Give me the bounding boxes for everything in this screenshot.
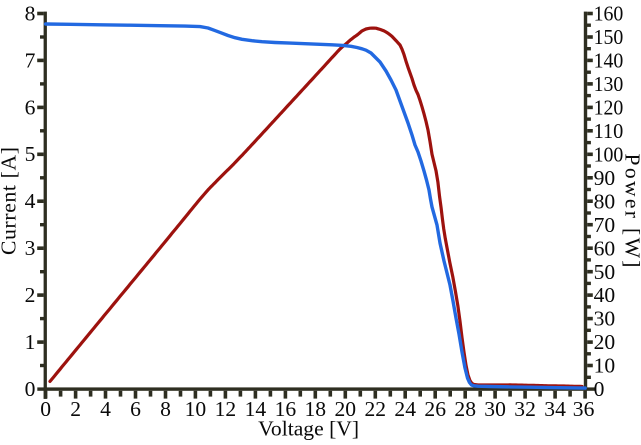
svg-text:8: 8 bbox=[160, 397, 171, 421]
svg-text:60: 60 bbox=[594, 236, 616, 260]
svg-text:150: 150 bbox=[594, 25, 624, 49]
svg-text:1: 1 bbox=[25, 330, 36, 354]
svg-text:Power [W]: Power [W] bbox=[621, 154, 641, 268]
svg-text:18: 18 bbox=[305, 397, 327, 421]
svg-text:8: 8 bbox=[25, 1, 36, 25]
svg-text:0: 0 bbox=[40, 397, 51, 421]
svg-text:50: 50 bbox=[594, 260, 616, 284]
svg-text:2: 2 bbox=[25, 283, 36, 307]
svg-text:4: 4 bbox=[25, 189, 36, 213]
svg-text:22: 22 bbox=[365, 397, 387, 421]
svg-text:14: 14 bbox=[245, 397, 267, 421]
svg-text:7: 7 bbox=[25, 48, 36, 72]
svg-text:30: 30 bbox=[484, 397, 506, 421]
svg-text:130: 130 bbox=[594, 72, 624, 96]
svg-text:12: 12 bbox=[215, 397, 237, 421]
svg-text:36: 36 bbox=[573, 397, 595, 421]
svg-text:6: 6 bbox=[25, 95, 36, 119]
svg-text:120: 120 bbox=[594, 96, 624, 120]
svg-text:26: 26 bbox=[424, 397, 446, 421]
svg-text:110: 110 bbox=[594, 119, 624, 143]
svg-text:10: 10 bbox=[594, 354, 616, 378]
svg-text:30: 30 bbox=[594, 307, 616, 331]
svg-text:100: 100 bbox=[594, 142, 624, 166]
svg-text:5: 5 bbox=[25, 142, 36, 166]
svg-text:70: 70 bbox=[594, 213, 616, 237]
svg-text:Voltage [V]: Voltage [V] bbox=[258, 416, 359, 440]
svg-text:160: 160 bbox=[594, 2, 624, 26]
svg-text:90: 90 bbox=[594, 166, 616, 190]
svg-text:16: 16 bbox=[275, 397, 297, 421]
svg-text:32: 32 bbox=[514, 397, 536, 421]
svg-text:34: 34 bbox=[544, 397, 566, 421]
svg-text:Current [A]: Current [A] bbox=[0, 147, 21, 255]
svg-text:24: 24 bbox=[394, 397, 416, 421]
svg-text:20: 20 bbox=[594, 330, 616, 354]
svg-text:3: 3 bbox=[25, 236, 36, 260]
svg-text:4: 4 bbox=[100, 397, 111, 421]
svg-text:28: 28 bbox=[454, 397, 476, 421]
svg-text:0: 0 bbox=[25, 377, 36, 401]
svg-text:2: 2 bbox=[70, 397, 81, 421]
svg-text:40: 40 bbox=[594, 283, 616, 307]
svg-text:6: 6 bbox=[130, 397, 141, 421]
svg-text:140: 140 bbox=[594, 49, 624, 73]
svg-text:20: 20 bbox=[335, 397, 357, 421]
svg-text:0: 0 bbox=[594, 377, 605, 401]
svg-text:80: 80 bbox=[594, 189, 616, 213]
svg-text:10: 10 bbox=[185, 397, 207, 421]
